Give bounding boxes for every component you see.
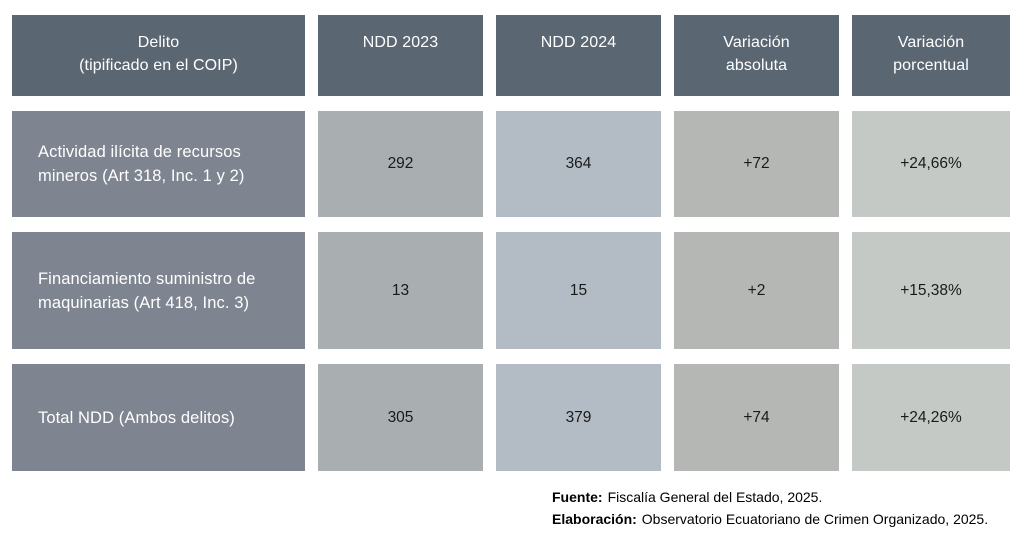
header-cell-ndd-2023: NDD 2023 bbox=[318, 15, 483, 96]
value-variacion-porcentual-row1: +24,66% bbox=[852, 111, 1010, 217]
elaboration-label: Elaboración: bbox=[552, 511, 637, 527]
row-label-total-ndd: Total NDD (Ambos delitos) bbox=[12, 364, 305, 471]
header-cell-variacion-porcentual: Variación porcentual bbox=[852, 15, 1010, 96]
value-variacion-porcentual-total: +24,26% bbox=[852, 364, 1010, 471]
value-variacion-absoluta-row1: +72 bbox=[674, 111, 839, 217]
source-note: Fuente: Fiscalía General del Estado, 2025… bbox=[552, 486, 988, 508]
row-label-financiamiento: Financiamiento suministro de maquinarias… bbox=[12, 232, 305, 349]
value-ndd-2024-row2: 15 bbox=[496, 232, 661, 349]
value-ndd-2024-row1: 364 bbox=[496, 111, 661, 217]
value-ndd-2023-row1: 292 bbox=[318, 111, 483, 217]
value-variacion-absoluta-total: +74 bbox=[674, 364, 839, 471]
crime-statistics-table: Delito (tipificado en el COIP) NDD 2023 … bbox=[12, 15, 1010, 471]
value-ndd-2023-row2: 13 bbox=[318, 232, 483, 349]
source-text: Fiscalía General del Estado, 2025. bbox=[607, 489, 823, 505]
table-notes: Fuente: Fiscalía General del Estado, 2025… bbox=[552, 486, 988, 530]
row-label-actividad-ilicita: Actividad ilícita de recursos mineros (A… bbox=[12, 111, 305, 217]
header-cell-ndd-2024: NDD 2024 bbox=[496, 15, 661, 96]
header-cell-delito: Delito (tipificado en el COIP) bbox=[12, 15, 305, 96]
elaboration-note: Elaboración: Observatorio Ecuatoriano de … bbox=[552, 508, 988, 530]
value-ndd-2023-total: 305 bbox=[318, 364, 483, 471]
value-variacion-absoluta-row2: +2 bbox=[674, 232, 839, 349]
source-label: Fuente: bbox=[552, 489, 603, 505]
value-ndd-2024-total: 379 bbox=[496, 364, 661, 471]
header-cell-variacion-absoluta: Variación absoluta bbox=[674, 15, 839, 96]
elaboration-text: Observatorio Ecuatoriano de Crimen Organ… bbox=[641, 511, 989, 527]
value-variacion-porcentual-row2: +15,38% bbox=[852, 232, 1010, 349]
